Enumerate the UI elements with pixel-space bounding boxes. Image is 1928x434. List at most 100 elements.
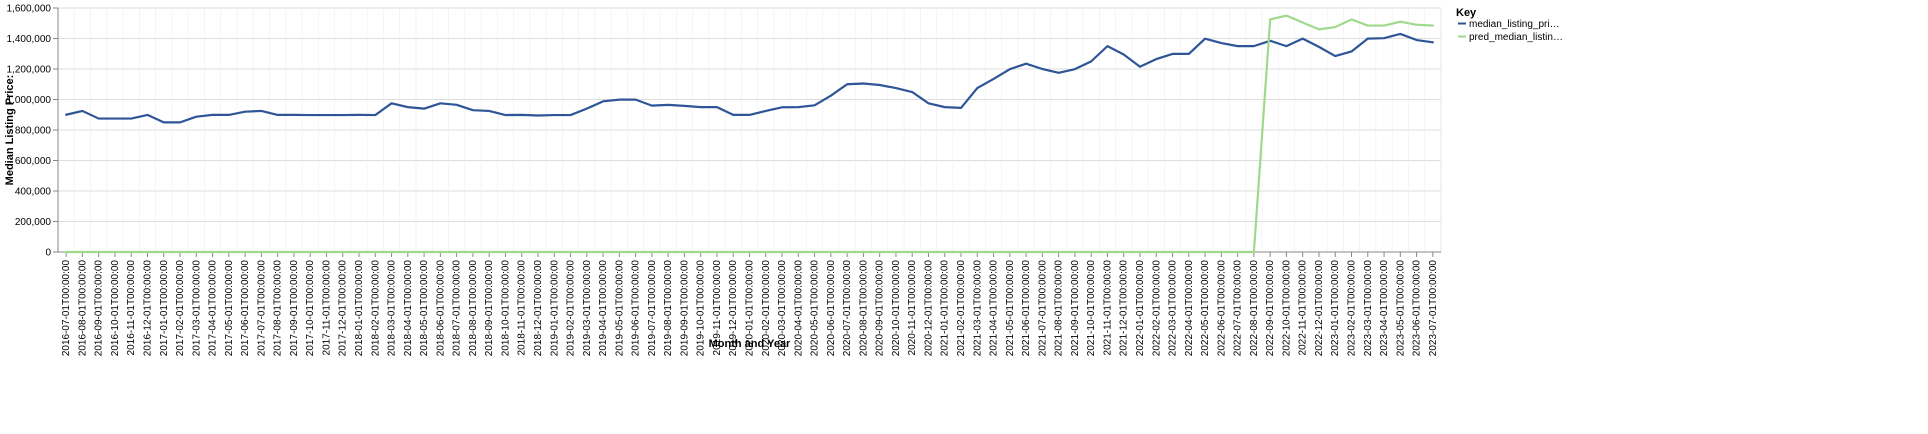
x-tick-label: 2022-07-01T00:00:00 [1233,260,1244,357]
x-tick-label: 2020-11-01T00:00:00 [907,260,918,356]
x-tick-label: 2016-10-01T00:00:00 [110,260,121,357]
x-tick-label: 2016-11-01T00:00:00 [126,260,137,356]
x-tick-label: 2022-01-01T00:00:00 [1135,260,1146,357]
x-tick-label: 2023-07-01T00:00:00 [1428,260,1439,357]
x-tick-label: 2021-04-01T00:00:00 [989,260,1000,357]
axes: 0 200,000 400,000 600,000 800,000 1,000,000 1,… [7,4,1441,357]
y-tick-label: 800,000 [15,126,52,137]
x-tick-label: 2020-06-01T00:00:00 [826,260,837,357]
x-tick-label: 2016-09-01T00:00:00 [94,260,105,357]
x-tick-label: 2019-02-01T00:00:00 [566,260,577,357]
y-tick-label: 400,000 [15,187,52,198]
legend-items: median_listing_pri… pred_median_listin… [1458,19,1563,43]
x-tick-label: 2022-02-01T00:00:00 [1151,260,1162,357]
x-tick-label: 2021-12-01T00:00:00 [1119,260,1130,357]
y-tick-label: 600,000 [15,156,52,167]
x-tick-label: 2021-10-01T00:00:00 [1086,260,1097,357]
x-tick-label: 2018-06-01T00:00:00 [435,260,446,357]
x-tick-label: 2020-02-01T00:00:00 [761,260,772,357]
x-tick-label: 2020-05-01T00:00:00 [810,260,821,357]
y-tick-label: 1,400,000 [7,34,52,45]
x-tick-label: 2020-04-01T00:00:00 [793,260,804,357]
y-tick-label: 1,600,000 [7,4,52,15]
x-tick-label: 2019-05-01T00:00:00 [614,260,625,357]
x-tick-label: 2018-08-01T00:00:00 [468,260,479,357]
y-axis-title: Median Listing Price: [4,75,16,186]
x-tick-label: 2016-08-01T00:00:00 [77,260,88,357]
x-tick-label: 2018-10-01T00:00:00 [500,260,511,357]
x-tick-label: 2022-05-01T00:00:00 [1200,260,1211,357]
x-tick-label: 2022-10-01T00:00:00 [1281,260,1292,357]
x-tick-label: 2018-01-01T00:00:00 [354,260,365,357]
x-tick-label: 2017-10-01T00:00:00 [305,260,316,357]
x-tick-label: 2019-11-01T00:00:00 [712,260,723,356]
x-tick-label: 2020-10-01T00:00:00 [891,260,902,357]
x-tick-label: 2017-03-01T00:00:00 [191,260,202,357]
x-tick-label: 2017-11-01T00:00:00 [321,260,332,356]
y-tick-label: 200,000 [15,217,52,228]
x-tick-label: 2021-06-01T00:00:00 [1021,260,1032,357]
x-tick-label: 2018-04-01T00:00:00 [403,260,414,357]
legend-label: median_listing_pri… [1469,19,1560,30]
x-tick-label: 2017-01-01T00:00:00 [159,260,170,357]
x-tick-label: 2021-05-01T00:00:00 [1005,260,1016,357]
x-tick-label: 2021-11-01T00:00:00 [1102,260,1113,356]
x-tick-label: 2017-02-01T00:00:00 [175,260,186,357]
x-tick-label: 2023-02-01T00:00:00 [1347,260,1358,357]
x-tick-label: 2018-09-01T00:00:00 [484,260,495,357]
x-axis-title: Month and Year [709,338,791,350]
x-tick-label: 2023-05-01T00:00:00 [1395,260,1406,357]
x-tick-label: 2019-12-01T00:00:00 [728,260,739,357]
y-tick-label: 1,000,000 [7,95,52,106]
x-tick-label: 2020-03-01T00:00:00 [777,260,788,357]
x-tick-label: 2020-07-01T00:00:00 [842,260,853,357]
legend-title: Key [1456,7,1477,19]
x-tick-label: 2023-03-01T00:00:00 [1363,260,1374,357]
legend-label: pred_median_listin… [1469,32,1563,43]
x-tick-label: 2021-08-01T00:00:00 [1054,260,1065,357]
x-tick-label: 2018-03-01T00:00:00 [387,260,398,357]
x-tick-label: 2023-04-01T00:00:00 [1379,260,1390,357]
x-tick-label: 2019-01-01T00:00:00 [549,260,560,357]
x-tick-label: 2018-11-01T00:00:00 [517,260,528,356]
series-line [65,32,1434,124]
x-tick-label: 2020-08-01T00:00:00 [858,260,869,357]
x-tick-label: 2018-02-01T00:00:00 [370,260,381,357]
x-tick-label: 2019-09-01T00:00:00 [679,260,690,357]
x-tick-label: 2018-05-01T00:00:00 [419,260,430,357]
x-tick-label: 2022-09-01T00:00:00 [1265,260,1276,357]
x-tick-label: 2017-04-01T00:00:00 [208,260,219,357]
x-tick-label: 2020-12-01T00:00:00 [923,260,934,357]
x-tick-label: 2017-05-01T00:00:00 [224,260,235,357]
legend: Key median_listing_pri… pred_median_listi… [1456,7,1563,43]
x-tick-label: 2021-09-01T00:00:00 [1070,260,1081,357]
x-tick-label: 2017-12-01T00:00:00 [338,260,349,357]
x-tick-label: 2022-03-01T00:00:00 [1168,260,1179,357]
x-tick-label: 2019-07-01T00:00:00 [647,260,658,357]
x-tick-label: 2022-04-01T00:00:00 [1184,260,1195,357]
x-tick-label: 2023-01-01T00:00:00 [1330,260,1341,357]
x-tick-label: 2022-08-01T00:00:00 [1249,260,1260,357]
x-tick-label: 2021-02-01T00:00:00 [956,260,967,357]
x-tick-label: 2016-12-01T00:00:00 [142,260,153,357]
x-tick-label: 2021-03-01T00:00:00 [972,260,983,357]
y-tick-label: 1,200,000 [7,65,52,76]
x-tick-label: 2018-07-01T00:00:00 [452,260,463,357]
series-lines [65,14,1434,254]
x-tick-label: 2017-07-01T00:00:00 [256,260,267,357]
x-tick-label: 2019-04-01T00:00:00 [598,260,609,357]
x-tick-label: 2020-09-01T00:00:00 [875,260,886,357]
x-tick-label: 2017-09-01T00:00:00 [289,260,300,357]
y-tick-label: 0 [45,248,51,259]
gridlines [57,7,1442,253]
x-tick-label: 2022-12-01T00:00:00 [1314,260,1325,357]
x-tick-label: 2020-01-01T00:00:00 [745,260,756,357]
x-tick-label: 2016-07-01T00:00:00 [61,260,72,357]
x-tick-label: 2019-10-01T00:00:00 [696,260,707,357]
x-tick-label: 2018-12-01T00:00:00 [533,260,544,357]
x-tick-label: 2017-08-01T00:00:00 [273,260,284,357]
x-tick-label: 2019-08-01T00:00:00 [663,260,674,357]
x-tick-label: 2022-06-01T00:00:00 [1216,260,1227,357]
x-tick-label: 2019-06-01T00:00:00 [631,260,642,357]
